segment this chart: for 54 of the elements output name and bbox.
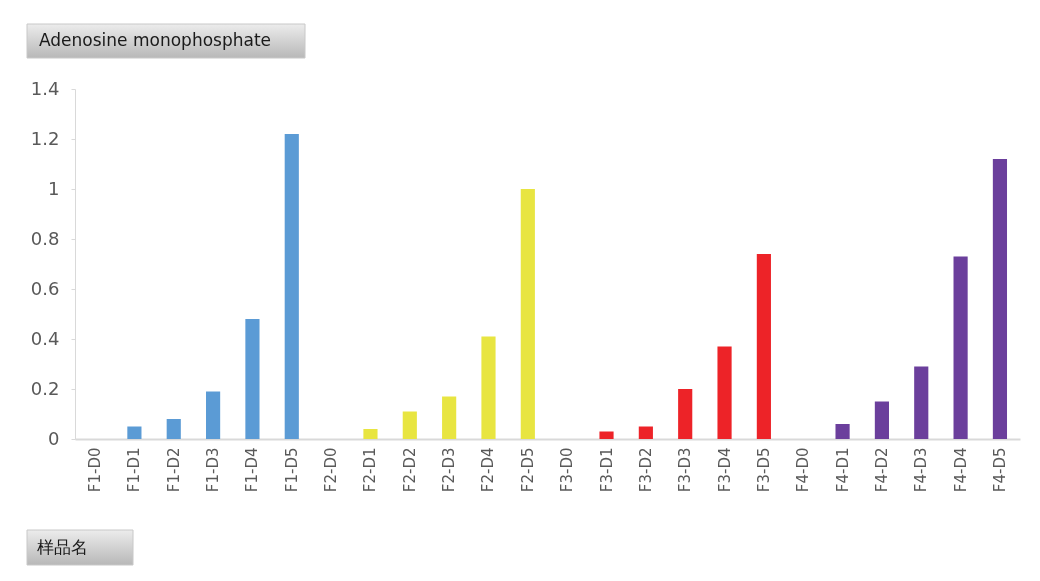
x-tick-label: F1-D2 [164, 447, 183, 493]
x-tick-label: F1-D3 [204, 447, 223, 493]
y-tick-label: 0.4 [30, 327, 60, 349]
x-tick-label: F2-D2 [400, 447, 419, 493]
x-tick-label: F4-D1 [833, 447, 852, 493]
bar [442, 396, 457, 439]
y-tick-label: 1.2 [30, 127, 60, 149]
x-tick-label: F4-D0 [794, 447, 813, 493]
x-tick-label: F1-D1 [125, 447, 144, 493]
bar [717, 346, 732, 439]
bar [245, 319, 260, 439]
x-tick-label: F3-D2 [636, 447, 655, 493]
bar [992, 159, 1008, 439]
x-tick-label: F4-D3 [912, 447, 931, 493]
chart-title: Adenosine monophosphate [39, 30, 272, 50]
y-tick-label: 0.2 [30, 377, 60, 399]
bar [638, 426, 653, 439]
x-tick-label: F3-D0 [558, 447, 577, 493]
x-tick-label: F3-D4 [715, 447, 734, 493]
bar [678, 389, 693, 439]
y-tick-label: 1 [48, 177, 60, 199]
y-tick-label: 1.4 [30, 77, 60, 99]
bar [206, 391, 221, 439]
x-tick-label: F3-D3 [676, 447, 695, 493]
x-tick-label: F4-D4 [951, 447, 970, 493]
x-tick-label: F1-D5 [282, 447, 301, 493]
bar [914, 366, 929, 439]
x-tick-label: F2-D5 [518, 447, 537, 493]
x-tick-label: F1-D0 [86, 447, 105, 493]
bar [402, 411, 417, 439]
y-tick-label: 0.6 [30, 277, 60, 299]
x-tick-label: F1-D4 [243, 447, 262, 493]
y-tick-label: 0 [48, 427, 60, 449]
bar [756, 254, 771, 439]
bar [953, 256, 968, 439]
x-tick-label: F2-D1 [361, 447, 380, 493]
x-tick-label: F4-D5 [990, 447, 1009, 493]
bar [874, 401, 889, 439]
x-tick-label: F2-D4 [479, 447, 498, 493]
bar [481, 336, 496, 439]
x-axis-title: 样品名 [37, 537, 88, 557]
x-tick-label: F3-D1 [597, 447, 616, 493]
x-tick-label: F2-D0 [322, 447, 341, 493]
bar [520, 189, 535, 439]
x-tick-label: F2-D3 [440, 447, 459, 493]
bar [363, 429, 378, 439]
x-tick-label: F3-D5 [754, 447, 773, 493]
bar [127, 426, 142, 439]
x-tick-label: F4-D2 [872, 447, 891, 493]
bar [599, 431, 614, 439]
bar [166, 419, 181, 439]
bar [835, 424, 850, 439]
bar [284, 134, 299, 439]
y-tick-label: 0.8 [30, 227, 60, 249]
